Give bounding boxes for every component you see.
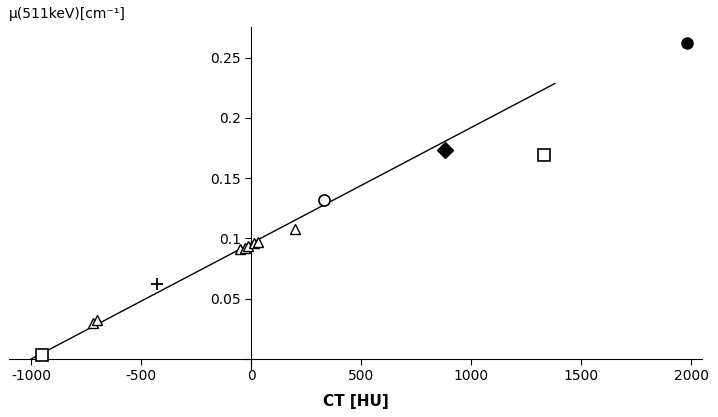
X-axis label: CT [HU]: CT [HU] (323, 394, 388, 409)
Text: μ(511keV)[cm⁻¹]: μ(511keV)[cm⁻¹] (9, 7, 126, 20)
